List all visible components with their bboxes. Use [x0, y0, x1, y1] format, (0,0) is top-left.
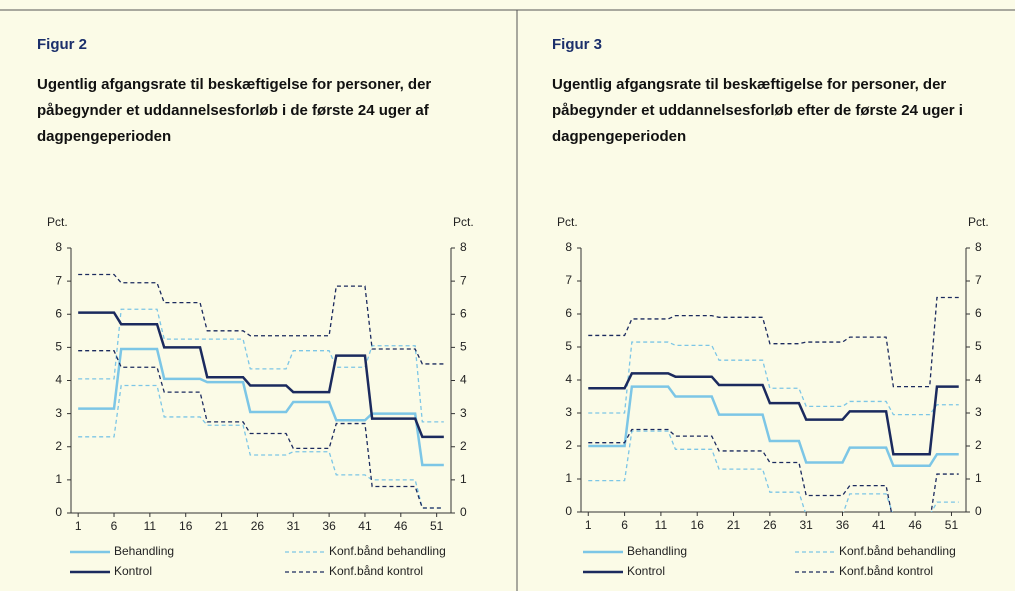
y2-tick-label: 0: [460, 505, 467, 519]
confidence-line: [78, 308, 444, 423]
figure-label: Figur 3: [552, 36, 603, 53]
y-tick-label: 2: [55, 439, 62, 453]
y2-tick-label: 5: [460, 340, 467, 354]
y-tick-label: 7: [565, 273, 572, 287]
y-tick-label: 8: [565, 240, 572, 254]
y2-tick-label: 1: [460, 472, 467, 486]
y2-tick-label: 1: [975, 471, 982, 485]
x-tick-label: 6: [621, 518, 628, 532]
x-tick-label: 46: [394, 519, 408, 533]
legend-label: Kontrol: [627, 564, 665, 578]
y-axis-label: Pct.: [557, 215, 578, 229]
plot: [78, 273, 444, 509]
y-tick-label: 8: [55, 240, 62, 254]
y2-axis-label: Pct.: [453, 215, 474, 229]
y-tick-label: 4: [55, 373, 62, 387]
x-tick-label: 21: [215, 519, 229, 533]
legend-label: Konf.bånd kontrol: [329, 564, 423, 578]
legend-label: Konf.bånd behandling: [329, 544, 446, 558]
y-tick-label: 1: [55, 472, 62, 486]
legend-label: Kontrol: [114, 564, 152, 578]
confidence-line: [78, 350, 444, 509]
y-tick-label: 6: [565, 306, 572, 320]
x-tick-label: 41: [872, 518, 886, 532]
x-tick-label: 26: [763, 518, 777, 532]
x-tick-label: 16: [179, 519, 193, 533]
x-tick-label: 1: [75, 519, 82, 533]
x-tick-label: 31: [800, 518, 814, 532]
series-line: [588, 385, 959, 468]
y2-tick-label: 8: [975, 240, 982, 254]
y-tick-label: 5: [55, 340, 62, 354]
y-tick-label: 5: [565, 339, 572, 353]
y2-tick-label: 2: [460, 439, 467, 453]
x-tick-label: 11: [144, 519, 157, 533]
y2-tick-label: 5: [975, 339, 982, 353]
x-tick-label: 41: [358, 519, 372, 533]
y-tick-label: 3: [565, 405, 572, 419]
confidence-line: [588, 296, 959, 388]
y2-tick-label: 7: [975, 273, 982, 287]
x-tick-label: 6: [111, 519, 118, 533]
legend-label: Konf.bånd kontrol: [839, 564, 933, 578]
x-tick-label: 31: [287, 519, 301, 533]
y2-tick-label: 6: [460, 306, 467, 320]
x-tick-label: 11: [655, 518, 668, 532]
x-tick-label: 26: [251, 519, 265, 533]
x-tick-label: 1: [585, 518, 592, 532]
series-line: [588, 372, 959, 456]
y-tick-label: 0: [565, 504, 572, 518]
y2-tick-label: 4: [975, 372, 982, 386]
series-line: [78, 311, 444, 439]
y2-tick-label: 3: [460, 406, 467, 420]
chart-title: Ugentlig afgangsrate til beskæftigelse f…: [37, 76, 432, 145]
legend-label: Konf.bånd behandling: [839, 544, 956, 558]
legend-label: Behandling: [627, 544, 687, 558]
y-tick-label: 3: [55, 406, 62, 420]
x-tick-label: 51: [945, 518, 959, 532]
y2-tick-label: 4: [460, 373, 467, 387]
y-tick-label: 4: [565, 372, 572, 386]
x-tick-label: 46: [908, 518, 922, 532]
x-tick-label: 36: [836, 518, 850, 532]
x-tick-label: 36: [322, 519, 336, 533]
y2-tick-label: 3: [975, 405, 982, 419]
legend-label: Behandling: [114, 544, 174, 558]
y-tick-label: 2: [565, 438, 572, 452]
y2-tick-label: 8: [460, 240, 467, 254]
y-tick-label: 7: [55, 273, 62, 287]
y2-tick-label: 7: [460, 273, 467, 287]
y2-tick-label: 0: [975, 504, 982, 518]
y-tick-label: 1: [565, 471, 572, 485]
confidence-line: [78, 273, 444, 365]
y2-tick-label: 2: [975, 438, 982, 452]
chart-title: Ugentlig afgangsrate til beskæftigelse f…: [552, 76, 963, 145]
x-tick-label: 51: [430, 519, 444, 533]
confidence-line: [588, 341, 959, 416]
x-tick-label: 16: [691, 518, 705, 532]
y-axis-label: Pct.: [47, 215, 68, 229]
y2-tick-label: 6: [975, 306, 982, 320]
series-line: [78, 347, 444, 467]
y-tick-label: 6: [55, 306, 62, 320]
figure-label: Figur 2: [37, 36, 88, 53]
y-tick-label: 0: [55, 505, 62, 519]
confidence-line: [78, 384, 444, 509]
confidence-line: [588, 428, 959, 512]
y2-axis-label: Pct.: [968, 215, 989, 229]
x-tick-label: 21: [727, 518, 741, 532]
confidence-line: [588, 430, 959, 512]
plot: [588, 296, 959, 512]
